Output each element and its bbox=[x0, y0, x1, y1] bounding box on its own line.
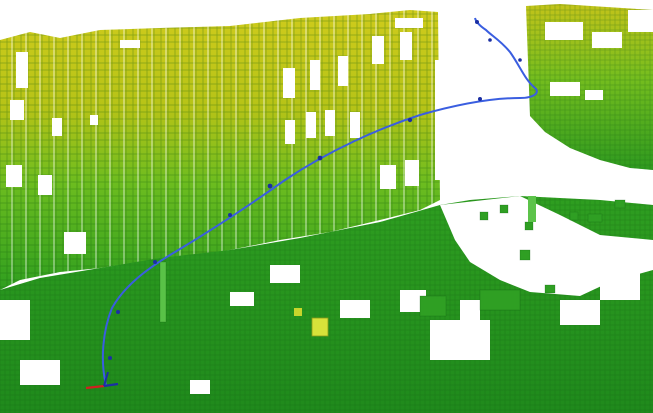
robot-trajectory bbox=[101, 17, 538, 386]
pole bbox=[159, 261, 167, 323]
right-building-facade bbox=[526, 4, 653, 170]
left-building-facade bbox=[0, 10, 443, 290]
ground-plane bbox=[0, 196, 653, 413]
small-yellow-object bbox=[311, 317, 329, 337]
start-pose-axes bbox=[85, 371, 119, 390]
